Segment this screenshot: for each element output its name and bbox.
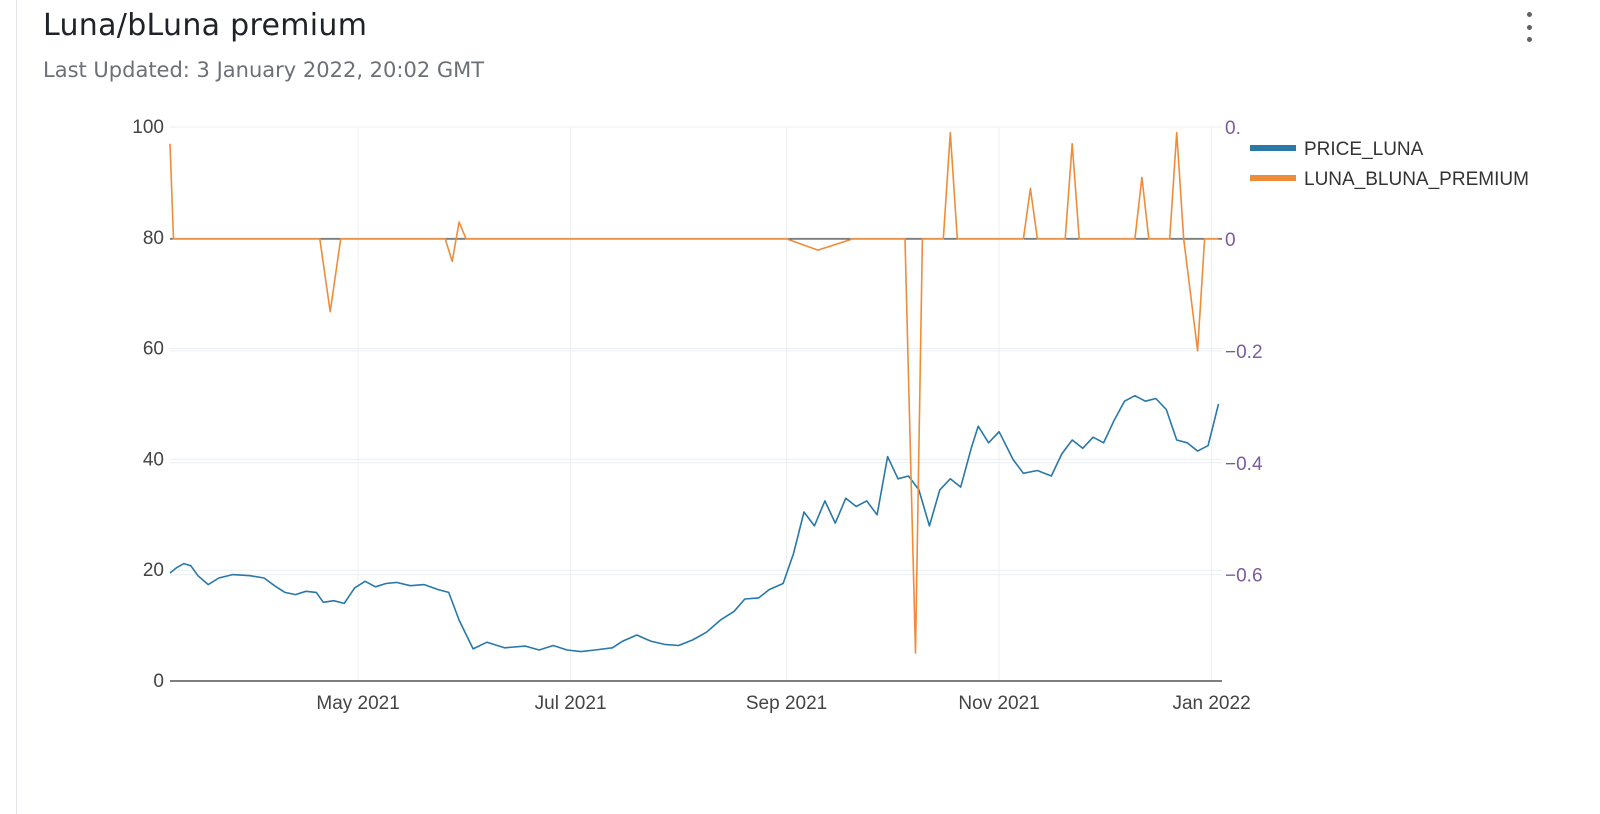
chart-title: Luna/bLuna premium: [43, 8, 368, 43]
legend-label: LUNA_BLUNA_PREMIUM: [1304, 169, 1529, 190]
last-updated-text: Last Updated: 3 January 2022, 20:02 GMT: [43, 58, 485, 82]
y2-tick-label: −0.6: [1225, 566, 1263, 587]
y-tick-label: 20: [143, 560, 164, 581]
x-tick-label: Sep 2021: [746, 693, 827, 714]
y2-tick-label: 0: [1225, 230, 1236, 251]
chart-card: Luna/bLuna premium Last Updated: 3 Janua…: [16, 0, 1600, 814]
series-line-price-luna: [169, 394, 1220, 653]
y-tick-label: 0: [153, 671, 164, 692]
menu-dot: [1526, 37, 1532, 42]
x-tick-label: May 2021: [316, 693, 399, 714]
y-tick-label: 60: [143, 339, 164, 360]
series-line-luna-bluna-premium: [169, 131, 1219, 654]
y2-tick-label: −0.2: [1225, 342, 1263, 363]
menu-dot: [1526, 24, 1532, 30]
x-tick-label: Jul 2021: [535, 693, 607, 714]
y-tick-label: 100: [132, 117, 164, 138]
more-vertical-icon[interactable]: [1517, 10, 1541, 44]
y-tick-label: 80: [143, 228, 164, 249]
y-tick-label: 40: [143, 449, 164, 470]
menu-dot: [1526, 12, 1532, 17]
x-tick-label: Jan 2022: [1172, 693, 1250, 714]
legend-label: PRICE_LUNA: [1304, 139, 1424, 160]
y2-tick-label: 0.: [1225, 118, 1241, 139]
y2-tick-label: −0.4: [1225, 454, 1263, 475]
x-tick-label: Nov 2021: [958, 693, 1039, 714]
